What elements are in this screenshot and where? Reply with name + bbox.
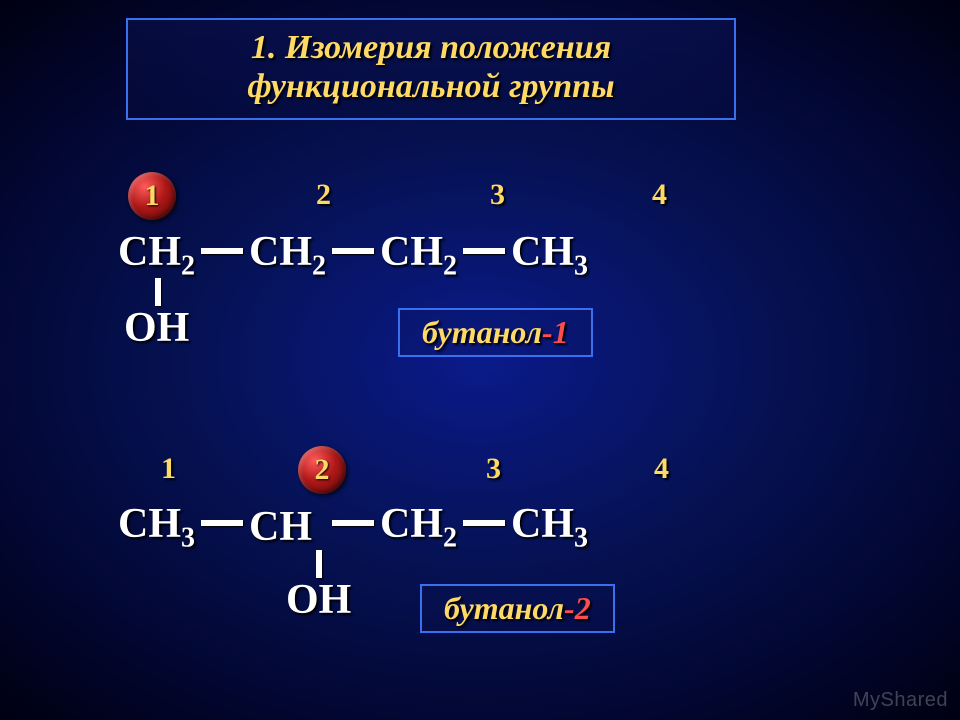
carbon-number-3: 3	[490, 178, 505, 212]
carbon-number-4: 4	[652, 178, 667, 212]
hydroxyl-group: ОН	[286, 576, 351, 624]
carbon-3: CH2	[380, 500, 457, 554]
carbon-number-1: 1	[161, 452, 176, 486]
molecule-2-chain: CH3 CH CH2 CH3	[118, 500, 588, 554]
carbon-3: CH2	[380, 228, 457, 282]
bond-h	[463, 520, 505, 526]
carbon-number-2: 2	[316, 178, 331, 212]
compound-name-box-1: бутанол-1	[398, 308, 593, 357]
bond-h	[463, 248, 505, 254]
carbon-1: CH3	[118, 500, 195, 554]
compound-name-suffix: -2	[564, 590, 591, 626]
carbon-4: CH3	[511, 500, 588, 554]
carbon-1: CH2	[118, 228, 195, 282]
title-box: 1. Изомерия положения функциональной гру…	[126, 18, 736, 120]
watermark: MyShared	[853, 689, 948, 712]
title-text: 1. Изомерия положения функциональной гру…	[247, 29, 614, 105]
carbon-number-4: 4	[654, 452, 669, 486]
bond-v	[316, 550, 322, 578]
bond-h	[332, 248, 374, 254]
bond-h	[201, 520, 243, 526]
bond-h	[332, 520, 374, 526]
compound-name-suffix: -1	[542, 314, 569, 350]
carbon-2: CH2	[249, 228, 326, 282]
hydroxyl-group: ОН	[124, 304, 189, 352]
compound-name-box-2: бутанол-2	[420, 584, 615, 633]
carbon-number-1: 1	[145, 179, 160, 213]
carbon-number-highlight: 1	[128, 172, 176, 220]
compound-name-main: бутанол	[422, 314, 542, 350]
carbon-number-highlight: 2	[298, 446, 346, 494]
carbon-4: CH3	[511, 228, 588, 282]
carbon-number-3: 3	[486, 452, 501, 486]
compound-name-main: бутанол	[444, 590, 564, 626]
molecule-1-chain: CH2 CH2 CH2 CH3	[118, 228, 588, 282]
bond-h	[201, 248, 243, 254]
carbon-number-2: 2	[315, 453, 330, 487]
bond-v	[155, 278, 161, 306]
carbon-2: CH	[249, 503, 312, 551]
